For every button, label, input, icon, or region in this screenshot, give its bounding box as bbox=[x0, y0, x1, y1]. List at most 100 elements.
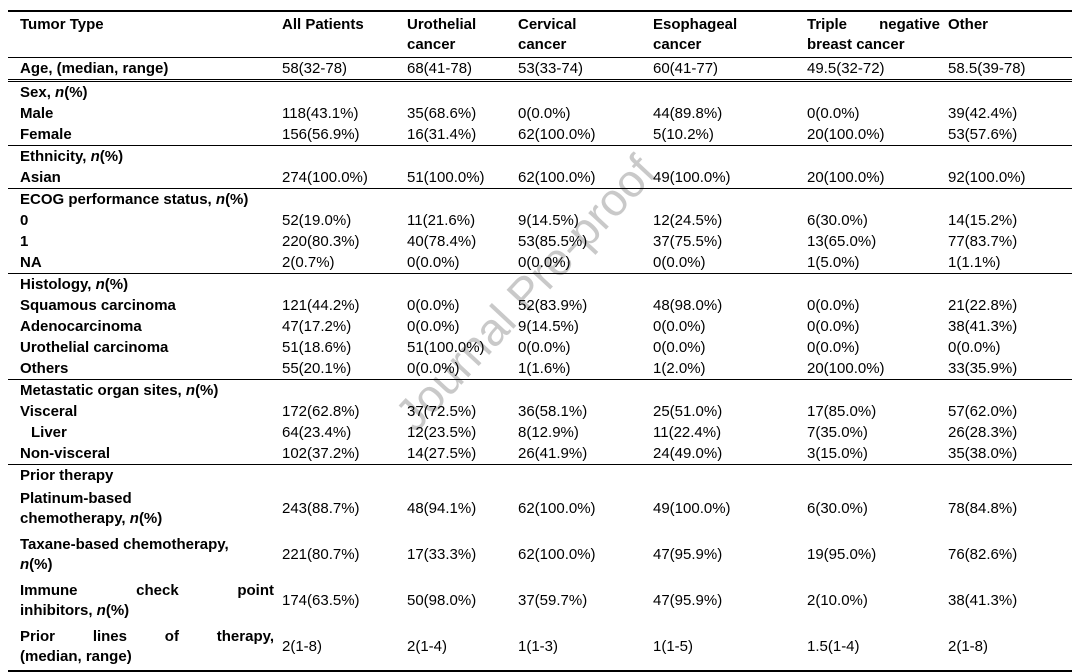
text-line: Female bbox=[20, 125, 72, 143]
cell-value bbox=[518, 81, 653, 104]
table-row: 0 52(19.0%) 11(21.6%) 9(14.5%) 12(24.5%) 6(30… bbox=[8, 210, 1072, 231]
text-line: chemotherapy, n(%) bbox=[20, 510, 163, 527]
cell-value bbox=[807, 189, 948, 211]
cell-value bbox=[518, 465, 653, 487]
cell-value: 36(58.1%) bbox=[518, 402, 588, 420]
cell-value bbox=[948, 81, 1072, 104]
text-line: NA bbox=[20, 253, 42, 271]
cell-value: 62(100.0%) bbox=[518, 546, 596, 563]
cell-value: 50(98.0%) bbox=[407, 592, 477, 609]
cell-value bbox=[518, 146, 653, 168]
cell-value: 25(51.0%) bbox=[653, 402, 723, 420]
text-line: cancer bbox=[518, 36, 567, 53]
cell-value: 47(95.9%) bbox=[653, 592, 723, 609]
cell-value bbox=[407, 465, 518, 487]
table-row: Taxane-based chemotherapy, n(%) 221(80.7%)… bbox=[8, 532, 1072, 578]
cell-value: 118(43.1%) bbox=[282, 104, 359, 122]
row-label: Male bbox=[8, 103, 282, 124]
cell-value: 102(37.2%) bbox=[282, 443, 407, 465]
cell-value: 53(85.5%) bbox=[518, 232, 588, 250]
cell-value: 53(33-74) bbox=[518, 57, 653, 82]
cell-value: 121(44.2%) bbox=[282, 296, 360, 314]
cell-value bbox=[948, 189, 1072, 211]
section-header-row: Prior therapy bbox=[8, 465, 1072, 487]
cell-value bbox=[653, 274, 807, 296]
row-label: Taxane-based chemotherapy, n(%) bbox=[8, 532, 282, 578]
text-line: Triple negative bbox=[807, 16, 940, 33]
cell-value: 38(41.3%) bbox=[948, 592, 1018, 609]
cell-value bbox=[407, 380, 518, 402]
text-line: Age, (median, range) bbox=[20, 59, 169, 77]
cell-value bbox=[282, 380, 407, 402]
text-line: Urothelial bbox=[407, 16, 477, 33]
text-line: Urothelial carcinoma bbox=[20, 338, 169, 356]
cell-value: 60(41-77) bbox=[653, 57, 807, 82]
cell-value bbox=[282, 189, 407, 211]
cell-value: 8(12.9%) bbox=[518, 423, 579, 441]
cell-value: 0(0.0%) bbox=[807, 338, 860, 356]
cell-value: 174(63.5%) bbox=[282, 592, 360, 609]
cell-value bbox=[948, 146, 1072, 168]
cell-value: 0(0.0%) bbox=[653, 317, 706, 335]
cell-value: 0(0.0%) bbox=[407, 317, 460, 335]
cell-value: 14(15.2%) bbox=[948, 211, 1018, 229]
cell-value bbox=[948, 380, 1072, 402]
text-line: n(%) bbox=[20, 556, 53, 573]
cell-value bbox=[653, 81, 807, 104]
table-row: Liver 64(23.4%) 12(23.5%) 8(12.9%) 11(22.4%)… bbox=[8, 422, 1072, 443]
text-line: Prior therapy bbox=[20, 466, 114, 484]
cell-value bbox=[807, 380, 948, 402]
cell-value: 0(0.0%) bbox=[653, 252, 807, 274]
table-row: Male 118(43.1%) 35(68.6%) 0(0.0%) 44(89.8%) 0… bbox=[8, 103, 1072, 124]
text-line: Metastatic organ sites, n(%) bbox=[20, 381, 219, 399]
cell-value bbox=[407, 189, 518, 211]
cell-value: 92(100.0%) bbox=[948, 167, 1072, 189]
text-line: Esophageal bbox=[653, 16, 738, 33]
cell-value: 0(0.0%) bbox=[807, 104, 860, 122]
table-row: Age, (median, range) 58(32-78) 68(41-78) 53… bbox=[8, 57, 1072, 82]
text-line: Liver bbox=[31, 423, 67, 441]
cell-value: 37(59.7%) bbox=[518, 592, 588, 609]
cell-value: 1(1-5) bbox=[653, 638, 694, 655]
cell-value: 1(2.0%) bbox=[653, 358, 807, 380]
row-label: 0 bbox=[8, 210, 282, 231]
row-label: Others bbox=[8, 358, 282, 380]
cell-value bbox=[407, 274, 518, 296]
cell-value bbox=[518, 380, 653, 402]
cell-value: 2(1-8) bbox=[948, 638, 989, 655]
text-line: Visceral bbox=[20, 402, 78, 420]
cell-value: 19(95.0%) bbox=[807, 546, 877, 563]
cell-value: 2(10.0%) bbox=[807, 592, 868, 609]
cell-value: 53(57.6%) bbox=[948, 124, 1072, 146]
cell-value: 49(100.0%) bbox=[653, 500, 731, 517]
row-label: Female bbox=[8, 124, 282, 146]
cell-value: 6(30.0%) bbox=[807, 500, 868, 517]
cell-value bbox=[653, 465, 807, 487]
cell-value: 64(23.4%) bbox=[282, 423, 352, 441]
section-header-row: Metastatic organ sites, n(%) bbox=[8, 380, 1072, 402]
text-line: All Patients bbox=[282, 16, 364, 33]
cell-value: 1(5.0%) bbox=[807, 252, 948, 274]
cell-value: 274(100.0%) bbox=[282, 167, 407, 189]
document-page: Journal Pre-proof Tumor Type All Patients… bbox=[8, 10, 1072, 672]
cell-value: 0(0.0%) bbox=[807, 296, 860, 314]
cell-value: 62(100.0%) bbox=[518, 167, 653, 189]
text-line: (median, range) bbox=[20, 648, 132, 665]
cell-value: 13(65.0%) bbox=[807, 232, 877, 250]
cell-value: 37(75.5%) bbox=[653, 232, 723, 250]
cell-value: 7(35.0%) bbox=[807, 423, 868, 441]
cell-value: 1(1.6%) bbox=[518, 358, 653, 380]
cell-value: 51(100.0%) bbox=[407, 167, 518, 189]
cell-value: 40(78.4%) bbox=[407, 232, 477, 250]
cell-value: 0(0.0%) bbox=[407, 252, 518, 274]
cell-value: 0(0.0%) bbox=[518, 338, 571, 356]
cell-value: 62(100.0%) bbox=[518, 500, 596, 517]
cell-value: 17(33.3%) bbox=[407, 546, 477, 563]
text-line: Sex, n(%) bbox=[20, 83, 88, 101]
cell-value: 20(100.0%) bbox=[807, 124, 948, 146]
cell-value: 156(56.9%) bbox=[282, 124, 407, 146]
cell-value: 52(19.0%) bbox=[282, 211, 352, 229]
text-line: cancer bbox=[653, 36, 702, 53]
cell-value: 0(0.0%) bbox=[807, 317, 860, 335]
cell-value: 39(42.4%) bbox=[948, 104, 1018, 122]
